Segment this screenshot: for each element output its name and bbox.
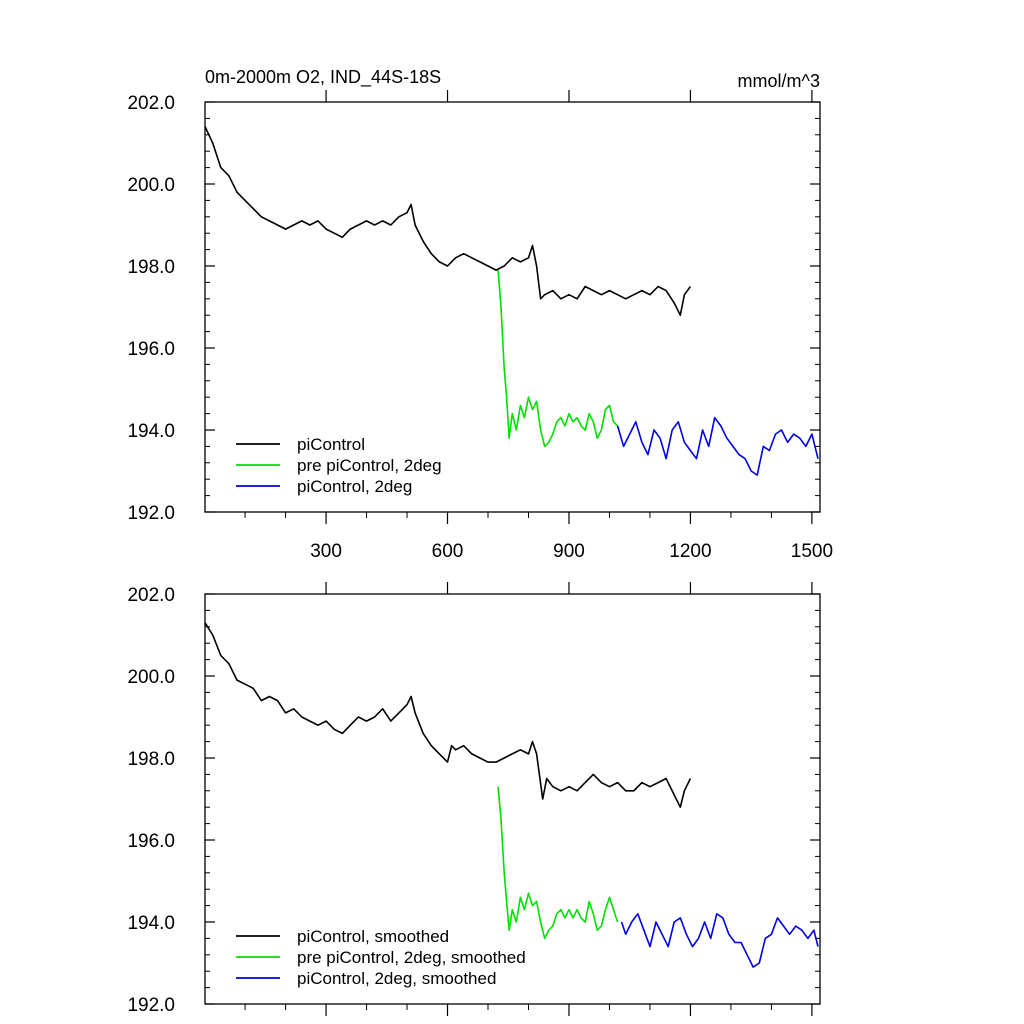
bottom-legend-label: pre piControl, 2deg, smoothed (297, 948, 526, 967)
bottom-y-tick-label: 202.0 (127, 585, 175, 606)
bottom-y-tick-label: 198.0 (127, 749, 175, 770)
top-x-tick-label: 900 (553, 541, 585, 562)
bottom-y-tick-label: 196.0 (127, 831, 175, 852)
bottom-series-line-0 (204, 622, 692, 808)
bottom-y-tick-label: 192.0 (127, 995, 175, 1016)
bottom-series-line-1 (497, 786, 619, 940)
bottom-legend-label: piControl, smoothed (297, 927, 449, 946)
top-x-tick-label: 300 (310, 541, 342, 562)
top-legend-label: piControl, 2deg (297, 477, 412, 496)
top-x-tick-label: 1500 (791, 541, 833, 562)
top-x-axis: 300 600 900 1200 1500 (244, 90, 833, 562)
bottom-series-line-2 (620, 913, 819, 968)
bottom-legend: piControl, smoothed pre piControl, 2deg, … (236, 927, 526, 988)
top-series-line-2 (616, 416, 819, 476)
top-y-axis: 192.0 194.0 196.0 198.0 200.0 202.0 (127, 93, 820, 524)
bottom-y-tick-label: 200.0 (127, 667, 175, 688)
bottom-y-tick-label: 194.0 (127, 913, 175, 934)
top-legend: piControl pre piControl, 2deg piControl, 2… (236, 435, 442, 496)
bottom-y-axis: 192.0 194.0 196.0 198.0 200.0 202.0 (127, 585, 820, 1016)
units-label: mmol/m^3 (738, 71, 820, 91)
top-plot-frame (204, 101, 821, 513)
bottom-panel: 192.0 194.0 196.0 198.0 200.0 202.0 piControl… (127, 582, 821, 1016)
top-legend-label: pre piControl, 2deg (297, 456, 442, 475)
top-y-tick-label: 194.0 (127, 421, 175, 442)
top-y-tick-label: 202.0 (127, 93, 175, 114)
top-legend-label: piControl (297, 435, 365, 454)
chart-title: 0m-2000m O2, IND_44S-18S (205, 67, 441, 88)
top-panel: 0m-2000m O2, IND_44S-18S mmol/m^3 192.01… (127, 67, 833, 562)
bottom-x-axis (244, 582, 813, 1016)
top-x-tick-label: 600 (432, 541, 464, 562)
bottom-legend-label: piControl, 2deg, smoothed (297, 969, 496, 988)
top-series-line-1 (497, 270, 619, 448)
bottom-plot-frame (204, 593, 821, 1005)
top-y-tick-label: 192.0 (127, 503, 175, 524)
bottom-series-group (204, 622, 819, 968)
top-series-group (204, 126, 819, 476)
top-series-line-0 (204, 126, 692, 316)
top-x-tick-label: 1200 (669, 541, 711, 562)
top-y-tick-label: 196.0 (127, 339, 175, 360)
top-y-tick-label: 200.0 (127, 175, 175, 196)
top-y-tick-label: 198.0 (127, 257, 175, 278)
